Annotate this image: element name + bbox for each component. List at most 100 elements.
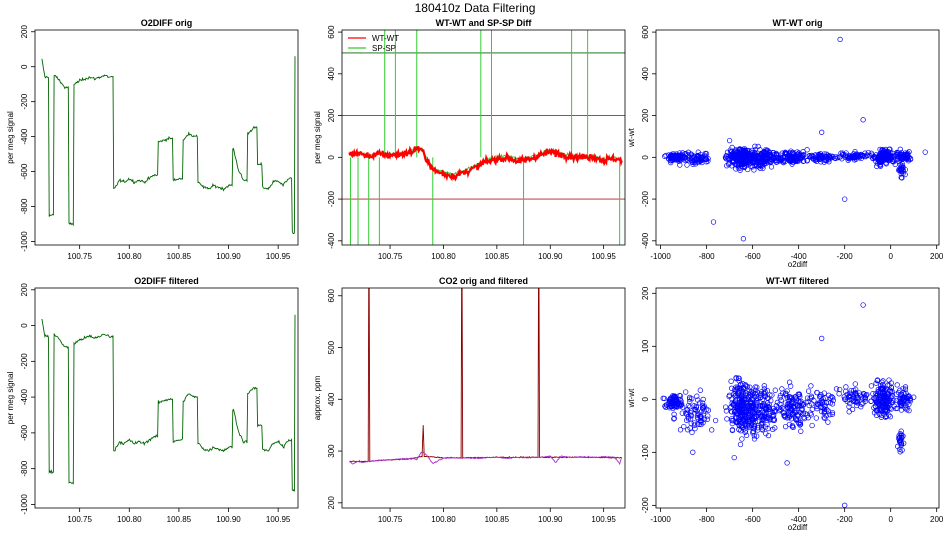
scatter-point — [746, 413, 752, 419]
x-tick-label: 100.95 — [591, 252, 616, 261]
scatter-point — [821, 390, 827, 396]
scatter-point — [902, 386, 909, 392]
scatter-point — [860, 117, 866, 123]
scatter-point — [777, 401, 783, 407]
plot-area — [342, 30, 625, 245]
scatter-point — [825, 419, 831, 425]
plot-area — [660, 302, 917, 508]
scatter-point — [822, 403, 828, 409]
scatter-point — [749, 400, 755, 406]
y-tick-label: 200 — [641, 108, 650, 122]
x-tick-label: 200 — [930, 515, 944, 524]
scatter-point — [730, 154, 736, 161]
scatter-point — [875, 157, 882, 164]
scatter-point — [805, 398, 811, 405]
scatter-point — [804, 157, 810, 164]
scatter-point — [741, 385, 747, 391]
scatter-point — [783, 392, 790, 399]
panel-p4: 100.75 100.80 100.85 100.90 100.95 -1000 -800 -… — [6, 276, 299, 524]
x-tick-label: -800 — [699, 515, 716, 524]
x-tick-label: 100.80 — [117, 252, 142, 261]
scatter-point — [741, 164, 747, 171]
scatter-point — [877, 150, 883, 157]
scatter-point — [710, 219, 717, 225]
scatter-point — [772, 387, 778, 393]
scatter-point — [902, 394, 908, 400]
scatter-point — [855, 397, 861, 403]
scatter-point — [758, 163, 764, 169]
scatter-point — [780, 159, 787, 166]
y-tick-label: -200 — [20, 93, 29, 110]
scatter-point — [816, 394, 823, 400]
series-line — [349, 450, 623, 466]
scatter-point — [842, 196, 848, 202]
scatter-point — [746, 159, 752, 165]
y-tick-label: -200 — [327, 191, 336, 208]
scatter-point — [736, 388, 742, 394]
scatter-point — [696, 153, 702, 160]
scatter-point — [677, 427, 684, 433]
scatter-point — [902, 384, 909, 390]
scatter-point — [729, 415, 735, 422]
scatter-point — [729, 427, 736, 434]
scatter-point — [800, 149, 806, 155]
y-tick-label: 200 — [641, 286, 650, 300]
y-tick-label: -600 — [20, 163, 29, 180]
scatter-point — [877, 163, 884, 169]
y-tick-label: 100 — [641, 339, 650, 353]
scatter-point — [798, 407, 805, 413]
panel-title: WT-WT filtered — [766, 276, 829, 286]
scatter-point — [746, 423, 752, 430]
scatter-point — [752, 146, 759, 153]
y-tick-label: 400 — [327, 392, 336, 406]
scatter-point — [902, 405, 908, 411]
legend-label: SP-SP — [372, 44, 396, 53]
x-tick-label: 100.75 — [67, 515, 92, 524]
y-tick-label: 0 — [327, 155, 336, 160]
scatter-point — [687, 156, 693, 162]
scatter-point — [905, 158, 912, 164]
scatter-point — [837, 154, 843, 160]
scatter-point — [842, 152, 848, 158]
scatter-point — [898, 440, 904, 446]
x-tick-label: 100.85 — [167, 252, 192, 261]
scatter-point — [817, 156, 823, 162]
scatter-point — [887, 388, 893, 395]
y-tick-label: 400 — [641, 67, 650, 81]
scatter-point — [759, 396, 766, 402]
scatter-point — [878, 414, 884, 420]
scatter-point — [898, 164, 905, 170]
scatter-point — [765, 404, 771, 411]
scatter-point — [813, 403, 820, 409]
scatter-point — [762, 409, 768, 416]
series-line — [348, 145, 623, 182]
scatter-point — [874, 378, 880, 384]
scatter-point — [758, 421, 764, 427]
scatter-point — [773, 157, 779, 163]
scatter-point — [903, 152, 909, 158]
scatter-point — [862, 153, 869, 160]
y-tick-label: -400 — [20, 128, 29, 145]
scatter-point — [868, 383, 875, 389]
scatter-point — [777, 394, 783, 401]
scatter-point — [778, 156, 784, 162]
scatter-point — [897, 437, 903, 443]
scatter-point — [671, 411, 677, 417]
scatter-point — [823, 151, 830, 157]
scatter-point — [847, 390, 853, 396]
scatter-point — [880, 155, 886, 161]
scatter-point — [733, 375, 739, 381]
scatter-point — [752, 143, 758, 149]
scatter-point — [723, 153, 729, 159]
scatter-point — [814, 400, 820, 407]
scatter-point — [698, 421, 704, 428]
scatter-point — [753, 387, 759, 393]
scatter-point — [759, 409, 765, 415]
series-line — [41, 314, 296, 492]
scatter-point — [850, 394, 856, 400]
scatter-point — [697, 158, 704, 164]
scatter-point — [731, 390, 737, 397]
